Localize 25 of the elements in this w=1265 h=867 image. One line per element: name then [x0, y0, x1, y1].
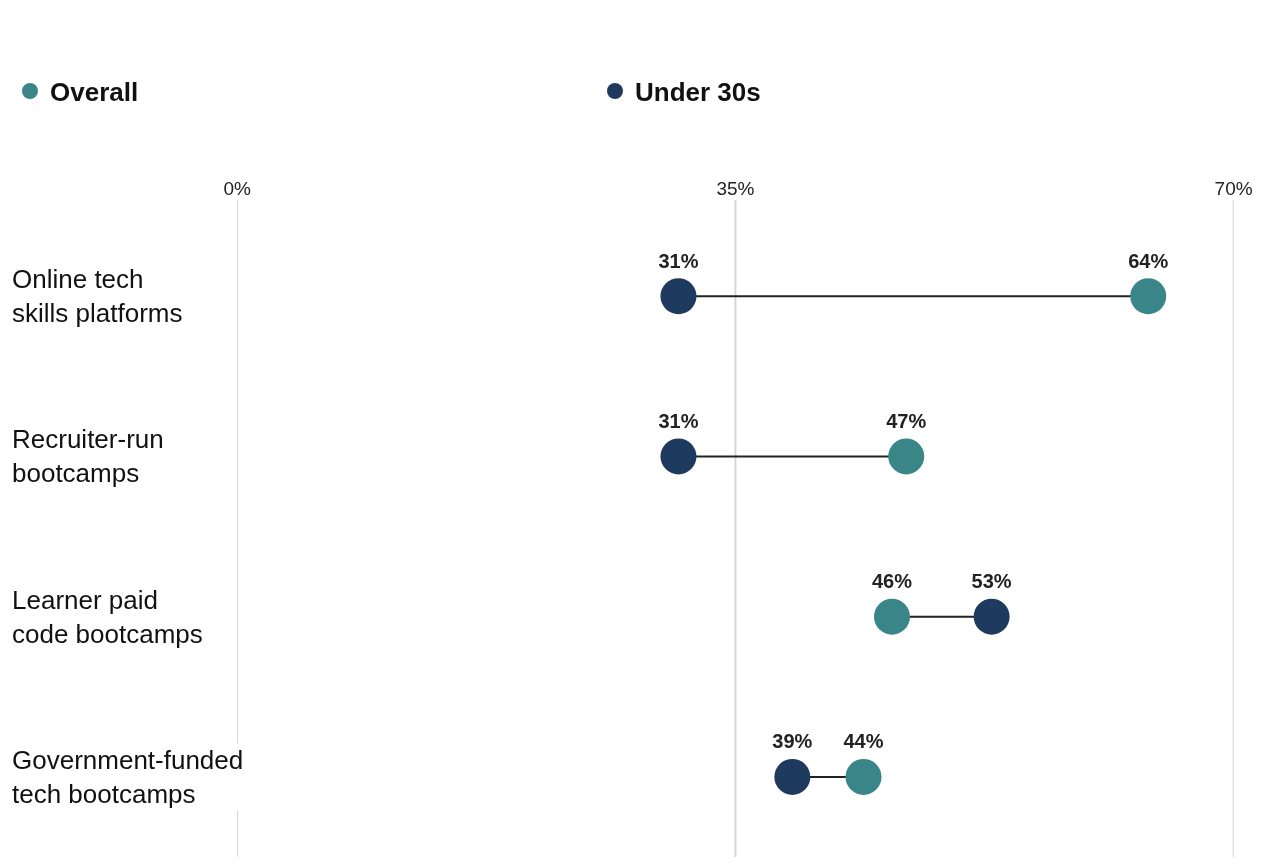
point	[973, 598, 1010, 635]
point	[660, 438, 697, 475]
data-label: 31%	[658, 249, 699, 272]
legend-label: Under 30s	[635, 77, 761, 108]
x-tick-label: 70%	[1214, 178, 1253, 200]
point	[660, 278, 697, 315]
y-tick-label: Learner paid code bootcamps	[12, 585, 203, 649]
data-label: 44%	[843, 730, 884, 753]
data-label: 64%	[1128, 249, 1169, 272]
point	[774, 758, 811, 795]
y-tick-label: Online tech skills platforms	[12, 264, 183, 328]
y-tick-label: Recruiter-run bootcamps	[12, 424, 164, 488]
y-tick-label: Government-funded tech bootcamps	[12, 745, 244, 809]
data-label: 46%	[871, 570, 913, 593]
legend-label: Overall	[50, 77, 139, 108]
point	[1130, 278, 1167, 315]
data-label: 39%	[772, 730, 813, 753]
point	[873, 598, 910, 635]
data-label: 53%	[971, 570, 1012, 593]
point	[845, 758, 882, 795]
x-tick-label: 35%	[716, 178, 755, 200]
x-tick-label: 0%	[223, 178, 251, 200]
point	[888, 438, 925, 475]
data-label: 31%	[658, 409, 699, 432]
data-label: 47%	[886, 409, 927, 432]
